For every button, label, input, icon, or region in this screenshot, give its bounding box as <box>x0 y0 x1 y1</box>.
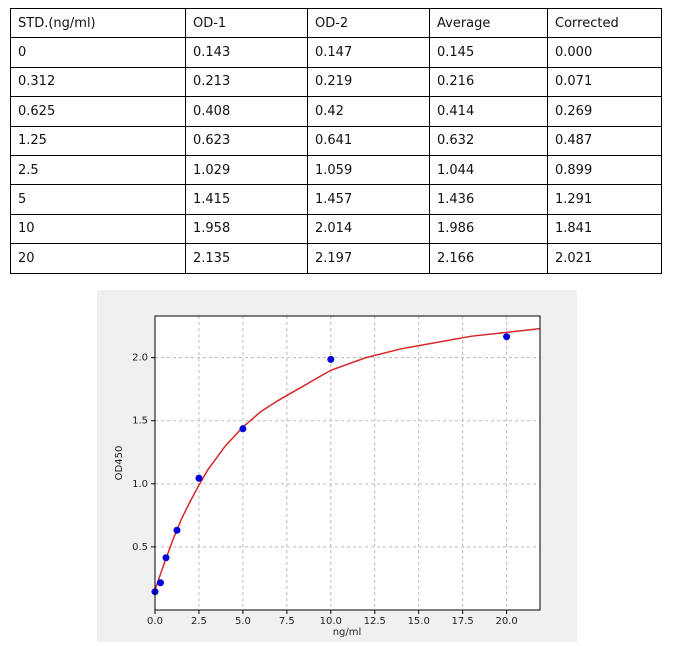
table-cell: Average <box>429 7 548 39</box>
table-cell: 0.42 <box>307 96 430 127</box>
table-cell: 2.166 <box>429 243 548 274</box>
data-table: STD.(ng/ml) OD-1 OD-2 Average Corrected 0 0.14… <box>10 7 662 274</box>
table-cell: OD-1 <box>185 7 308 39</box>
table-cell: 1.986 <box>429 213 548 245</box>
x-tick-label: 20.0 <box>495 616 517 627</box>
table-cell: 1.841 <box>547 213 662 245</box>
table-cell: OD-2 <box>307 7 430 39</box>
table-cell: 1.029 <box>185 154 308 186</box>
table-cell: 1.415 <box>185 184 308 215</box>
table-cell: 0.147 <box>307 37 430 68</box>
table-cell: 0.487 <box>547 125 662 156</box>
y-tick-label: 2.0 <box>132 353 148 364</box>
table-cell: 0 <box>10 37 186 68</box>
table-cell: 2.5 <box>10 154 186 186</box>
table-cell: 0.269 <box>547 96 662 127</box>
table-cell: 1.25 <box>10 125 186 156</box>
data-point <box>173 526 181 534</box>
table-cell: 1.457 <box>307 184 430 215</box>
table-cell: 5 <box>10 184 186 215</box>
table-cell: 1.958 <box>185 213 308 245</box>
table-cell: 0.145 <box>429 37 548 68</box>
table-cell: 0.312 <box>10 66 186 98</box>
table-row: STD.(ng/ml) OD-1 OD-2 Average Corrected <box>10 7 662 39</box>
x-tick-label: 2.5 <box>191 616 207 627</box>
table-cell: 1.059 <box>307 154 430 186</box>
x-tick-label: 7.5 <box>279 616 295 627</box>
data-point <box>503 333 511 341</box>
table-cell: Corrected <box>547 7 662 39</box>
y-tick-label: 0.5 <box>132 542 148 553</box>
table-cell: 0.899 <box>547 154 662 186</box>
table-cell: 0.408 <box>185 96 308 127</box>
table-cell: 1.291 <box>547 184 662 215</box>
table-cell: 0.632 <box>429 125 548 156</box>
table-cell: 0.216 <box>429 66 548 98</box>
table-cell: 2.197 <box>307 243 430 274</box>
table-row: 5 1.415 1.457 1.436 1.291 <box>10 184 662 215</box>
table-cell: 2.135 <box>185 243 308 274</box>
table-cell: 2.014 <box>307 213 430 245</box>
chart-panel: ng/ml OD450 0.0 2.5 5.0 7.5 10.0 12.5 15.0 17.5… <box>97 290 577 642</box>
fit-curve <box>154 327 541 591</box>
table-row: 0 0.143 0.147 0.145 0.000 <box>10 37 662 68</box>
table-cell: 1.436 <box>429 184 548 215</box>
x-tick-label: 12.5 <box>364 616 386 627</box>
table-cell: 0.143 <box>185 37 308 68</box>
table-cell: 0.219 <box>307 66 430 98</box>
x-tick-label: 15.0 <box>408 616 430 627</box>
table-cell: 2.021 <box>547 243 662 274</box>
table-row: 0.625 0.408 0.42 0.414 0.269 <box>10 96 662 127</box>
table-cell: 0.000 <box>547 37 662 68</box>
table-row: 20 2.135 2.197 2.166 2.021 <box>10 243 662 274</box>
table-row: 2.5 1.029 1.059 1.044 0.899 <box>10 154 662 186</box>
data-point <box>156 579 164 587</box>
x-tick-label: 17.5 <box>452 616 474 627</box>
data-point <box>162 554 170 562</box>
table-cell: 0.071 <box>547 66 662 98</box>
x-tick-label: 5.0 <box>235 616 251 627</box>
table-cell: 1.044 <box>429 154 548 186</box>
table-cell: 10 <box>10 213 186 245</box>
table-row: 0.312 0.213 0.219 0.216 0.071 <box>10 66 662 98</box>
y-tick-label: 1.5 <box>132 416 148 427</box>
data-point <box>327 355 335 363</box>
table-cell: 0.414 <box>429 96 548 127</box>
table-cell: 0.623 <box>185 125 308 156</box>
table-row: 1.25 0.623 0.641 0.632 0.487 <box>10 125 662 156</box>
chart: ng/ml OD450 0.0 2.5 5.0 7.5 10.0 12.5 15.0 17.5… <box>114 315 541 638</box>
x-tick-label: 10.0 <box>320 616 342 627</box>
table-cell: 20 <box>10 243 186 274</box>
plot-frame <box>154 315 541 611</box>
table-cell: 0.213 <box>185 66 308 98</box>
y-tick-label: 1.0 <box>132 479 148 490</box>
x-axis-label: ng/ml <box>333 627 362 638</box>
table-cell: 0.625 <box>10 96 186 127</box>
table-row: 10 1.958 2.014 1.986 1.841 <box>10 213 662 245</box>
table-cell: STD.(ng/ml) <box>10 7 186 39</box>
y-axis-label: OD450 <box>114 446 125 481</box>
data-point <box>195 474 203 482</box>
table-cell: 0.641 <box>307 125 430 156</box>
data-point <box>239 425 247 433</box>
x-tick-label: 0.0 <box>147 616 163 627</box>
